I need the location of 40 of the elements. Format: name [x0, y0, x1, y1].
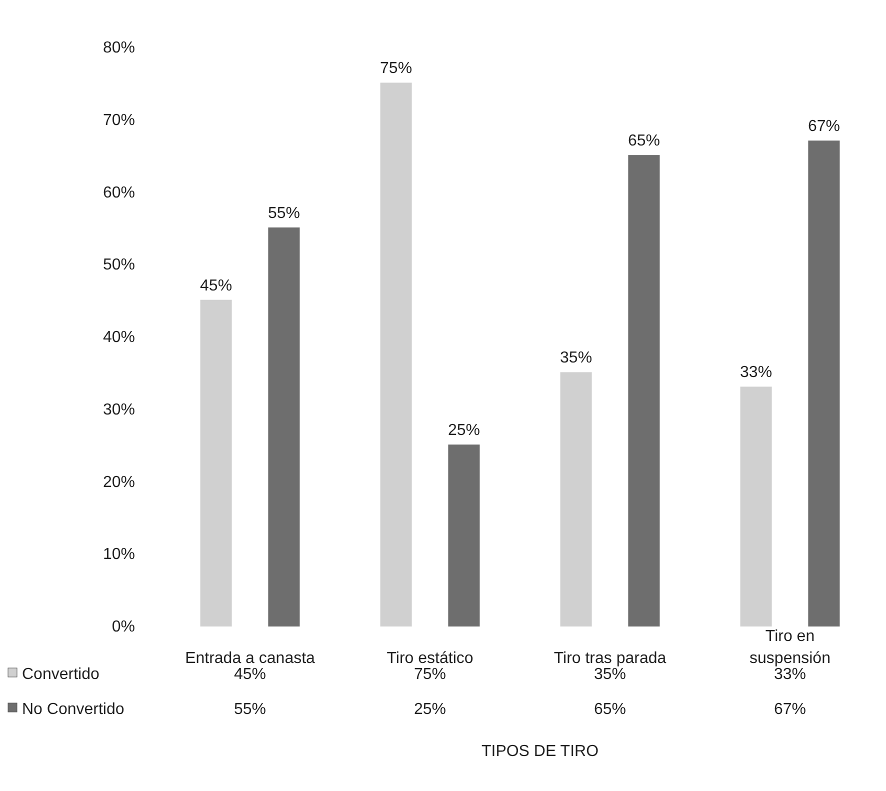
data-label: 45%	[234, 666, 266, 683]
data-label: 25%	[414, 701, 446, 718]
text: 67%	[808, 118, 840, 136]
y-tick-label: 40%	[102, 329, 135, 346]
legend-label: Convertido	[22, 666, 100, 683]
y-tick-label: 80%	[102, 40, 135, 57]
bar	[808, 140, 840, 626]
x-axis-title: TIPOS DE TIRO	[481, 743, 599, 760]
y-tick-label: 60%	[102, 184, 135, 202]
y-tick-label: 70%	[102, 112, 135, 129]
legend-label: No Convertido	[22, 701, 124, 718]
bar	[560, 372, 592, 626]
bar	[740, 386, 772, 626]
bar	[380, 82, 412, 626]
x-tick-label: Entrada a canasta	[185, 650, 316, 667]
x-tick-label: Tiro tras parada	[554, 650, 666, 667]
data-label: 33%	[774, 666, 806, 683]
data-label: 35%	[594, 666, 626, 683]
text: 33%	[740, 364, 772, 382]
y-tick-label: 30%	[102, 401, 135, 418]
data-label: 75%	[414, 666, 446, 683]
data-label: 55%	[234, 701, 266, 718]
text: 65%	[628, 132, 660, 150]
bar	[628, 155, 660, 626]
x-tick-label: Tiro en suspensión	[750, 628, 830, 667]
y-tick-label: 50%	[102, 256, 135, 274]
text: 45%	[200, 277, 232, 294]
text: 75%	[380, 60, 412, 78]
x-tick-label: Tiro estático	[386, 650, 474, 667]
data-label: 65%	[594, 701, 626, 718]
text: 55%	[268, 204, 300, 222]
y-tick-label: 20%	[102, 474, 135, 491]
text: 25%	[448, 422, 480, 440]
text: 35%	[560, 350, 592, 367]
data-label: 67%	[774, 701, 806, 718]
y-tick-label: 0%	[112, 618, 135, 636]
bar	[268, 227, 300, 626]
bar	[200, 300, 232, 626]
y-tick-label: 10%	[102, 546, 135, 564]
bar	[448, 444, 480, 626]
